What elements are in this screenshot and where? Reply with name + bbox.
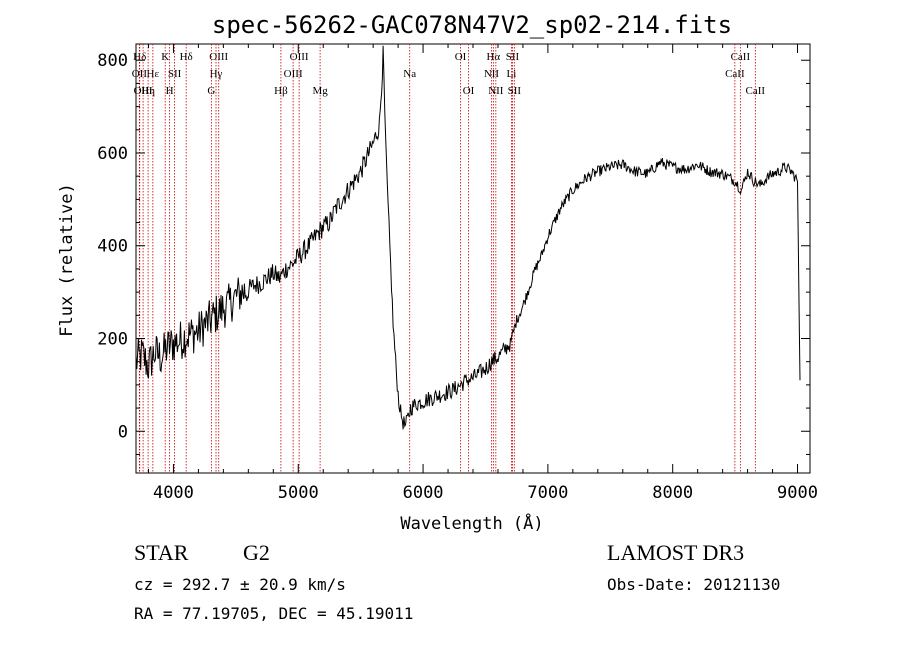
axis-ticks: 4000 5000 6000 7000 8000 9000 0 200 400 600 800 xyxy=(97,44,818,503)
spectral-line-label: SII xyxy=(168,68,182,80)
spectral-line-label: OIII xyxy=(284,68,303,80)
spectral-line-label: Li xyxy=(507,68,517,80)
spectral-line-label: CaII xyxy=(725,68,745,80)
obs-date-text: Obs-Date: 20121130 xyxy=(607,575,780,594)
spectral-line-label: OIII xyxy=(290,51,309,63)
spectral-line-label: Hη xyxy=(141,85,155,97)
coords-text: RA = 77.19705, DEC = 45.19011 xyxy=(134,604,413,623)
spectral-line-label: Hγ xyxy=(210,68,223,80)
spectral-line-label: SII xyxy=(506,51,520,63)
x-axis-label: Wavelength (Å) xyxy=(400,512,543,534)
spectral-line-label: NII xyxy=(488,85,504,97)
plot-frame xyxy=(135,43,811,474)
chart-title: spec-56262-GAC078N47V2_sp02-214.fits xyxy=(212,11,732,39)
spectral-line-label: OI xyxy=(455,51,467,63)
x-tick-label: 4000 xyxy=(153,483,194,503)
spectral-line-label: Na xyxy=(403,68,416,80)
y-tick-label: 600 xyxy=(97,144,128,164)
x-tick-label: 9000 xyxy=(777,483,818,503)
spectral-line-label: Hβ xyxy=(274,85,288,97)
spectral-line-label: CaII xyxy=(746,85,766,97)
spectral-line-label: G xyxy=(207,85,215,97)
redshift-text: cz = 292.7 ± 20.9 km/s xyxy=(134,575,346,594)
y-axis-label: Flux (relative) xyxy=(57,183,77,337)
y-tick-label: 0 xyxy=(118,422,128,442)
object-class: STAR xyxy=(134,540,189,565)
spectral-line-label: OIII xyxy=(134,85,153,97)
y-tick-label: 200 xyxy=(97,330,128,350)
x-tick-label: 6000 xyxy=(403,483,444,503)
x-tick-label: 7000 xyxy=(527,483,568,503)
survey-name: LAMOST DR3 xyxy=(607,540,744,565)
spectral-line-label: NII xyxy=(484,68,500,80)
y-tick-label: 400 xyxy=(97,237,128,257)
spectral-line-label: Hα xyxy=(486,51,500,63)
line-marker-layer: HδOIIOIIIHεHηKSIIHHδOIIIHγGOIIIOIIIHβMgN… xyxy=(132,44,766,473)
x-tick-label: 8000 xyxy=(652,483,693,503)
flux-line xyxy=(135,45,801,430)
spectral-line-label: Hδ xyxy=(180,51,193,63)
spectral-line-label: H xyxy=(166,85,174,97)
spectral-line-label: CaII xyxy=(731,51,751,63)
x-tick-label: 5000 xyxy=(278,483,319,503)
spectral-line-label: OI xyxy=(463,85,475,97)
y-tick-label: 800 xyxy=(97,51,128,71)
spectral-line-label: Mg xyxy=(312,85,328,97)
spectral-line-label: Hε xyxy=(147,68,160,80)
object-subclass: G2 xyxy=(243,540,270,565)
spectral-line-label: OII xyxy=(132,68,148,80)
spectral-line-label: OIII xyxy=(209,51,228,63)
spectral-line-label: K xyxy=(161,51,169,63)
spectral-line-label: SII xyxy=(508,85,522,97)
